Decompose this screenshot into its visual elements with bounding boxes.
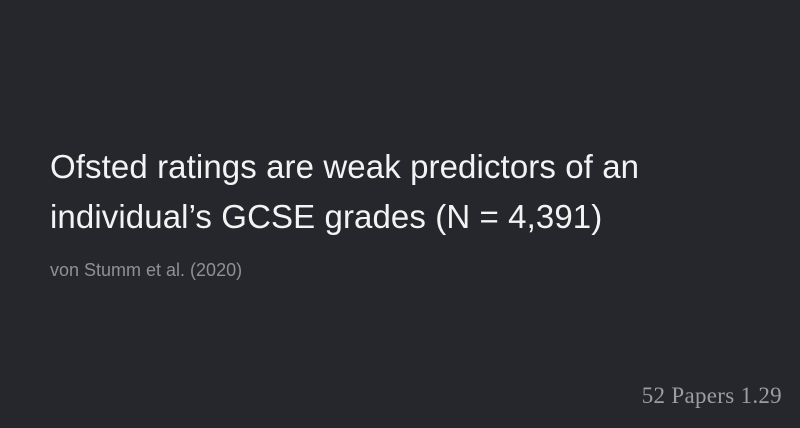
- citation-text: von Stumm et al. (2020): [50, 260, 243, 280]
- brand-label: 52 Papers 1.29: [641, 383, 782, 408]
- slide-title: Ofsted ratings are weak predictors of an…: [50, 148, 640, 235]
